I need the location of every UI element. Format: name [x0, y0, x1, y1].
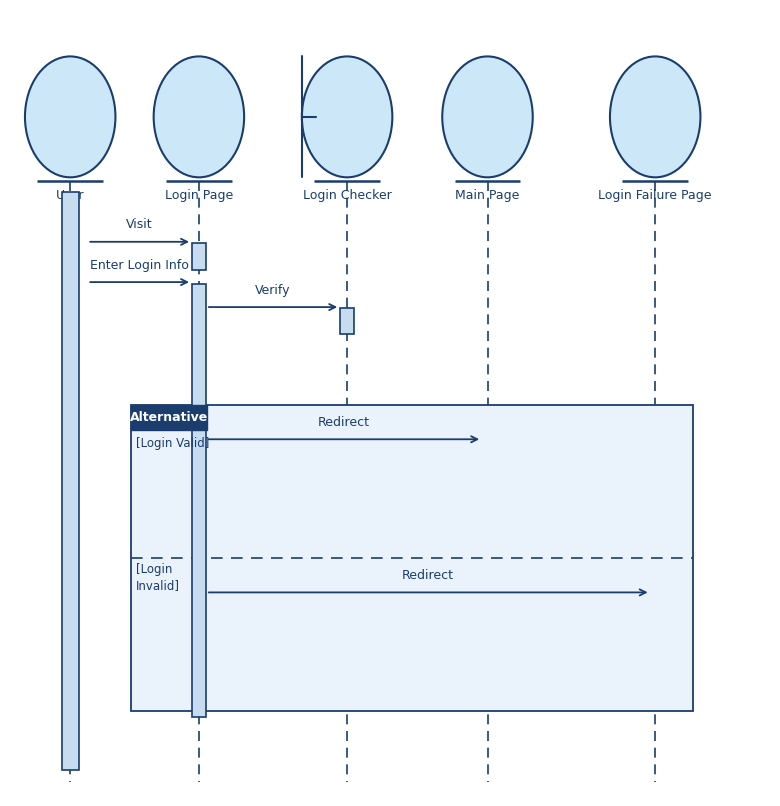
Ellipse shape — [442, 56, 533, 177]
Bar — [192, 284, 206, 717]
Bar — [62, 192, 79, 770]
Text: Verify: Verify — [255, 284, 291, 297]
Text: Redirect: Redirect — [318, 416, 370, 429]
Ellipse shape — [302, 56, 392, 177]
Ellipse shape — [25, 56, 115, 177]
Text: User: User — [56, 189, 84, 202]
Ellipse shape — [154, 56, 244, 177]
Bar — [131, 405, 207, 430]
Bar — [131, 405, 693, 711]
Bar — [192, 243, 206, 270]
Ellipse shape — [610, 56, 700, 177]
Text: Login Page: Login Page — [165, 189, 233, 202]
Text: [Login Valid]: [Login Valid] — [136, 437, 209, 450]
Text: Login Failure Page: Login Failure Page — [598, 189, 712, 202]
Text: Enter Login Info: Enter Login Info — [90, 259, 189, 272]
Text: Login Checker: Login Checker — [303, 189, 392, 202]
Text: Alternative: Alternative — [130, 411, 208, 424]
Bar — [340, 308, 354, 334]
Text: Visit: Visit — [126, 218, 153, 231]
Text: Redirect: Redirect — [402, 569, 454, 582]
Text: Main Page: Main Page — [456, 189, 519, 202]
Text: [Login
Invalid]: [Login Invalid] — [136, 563, 179, 592]
